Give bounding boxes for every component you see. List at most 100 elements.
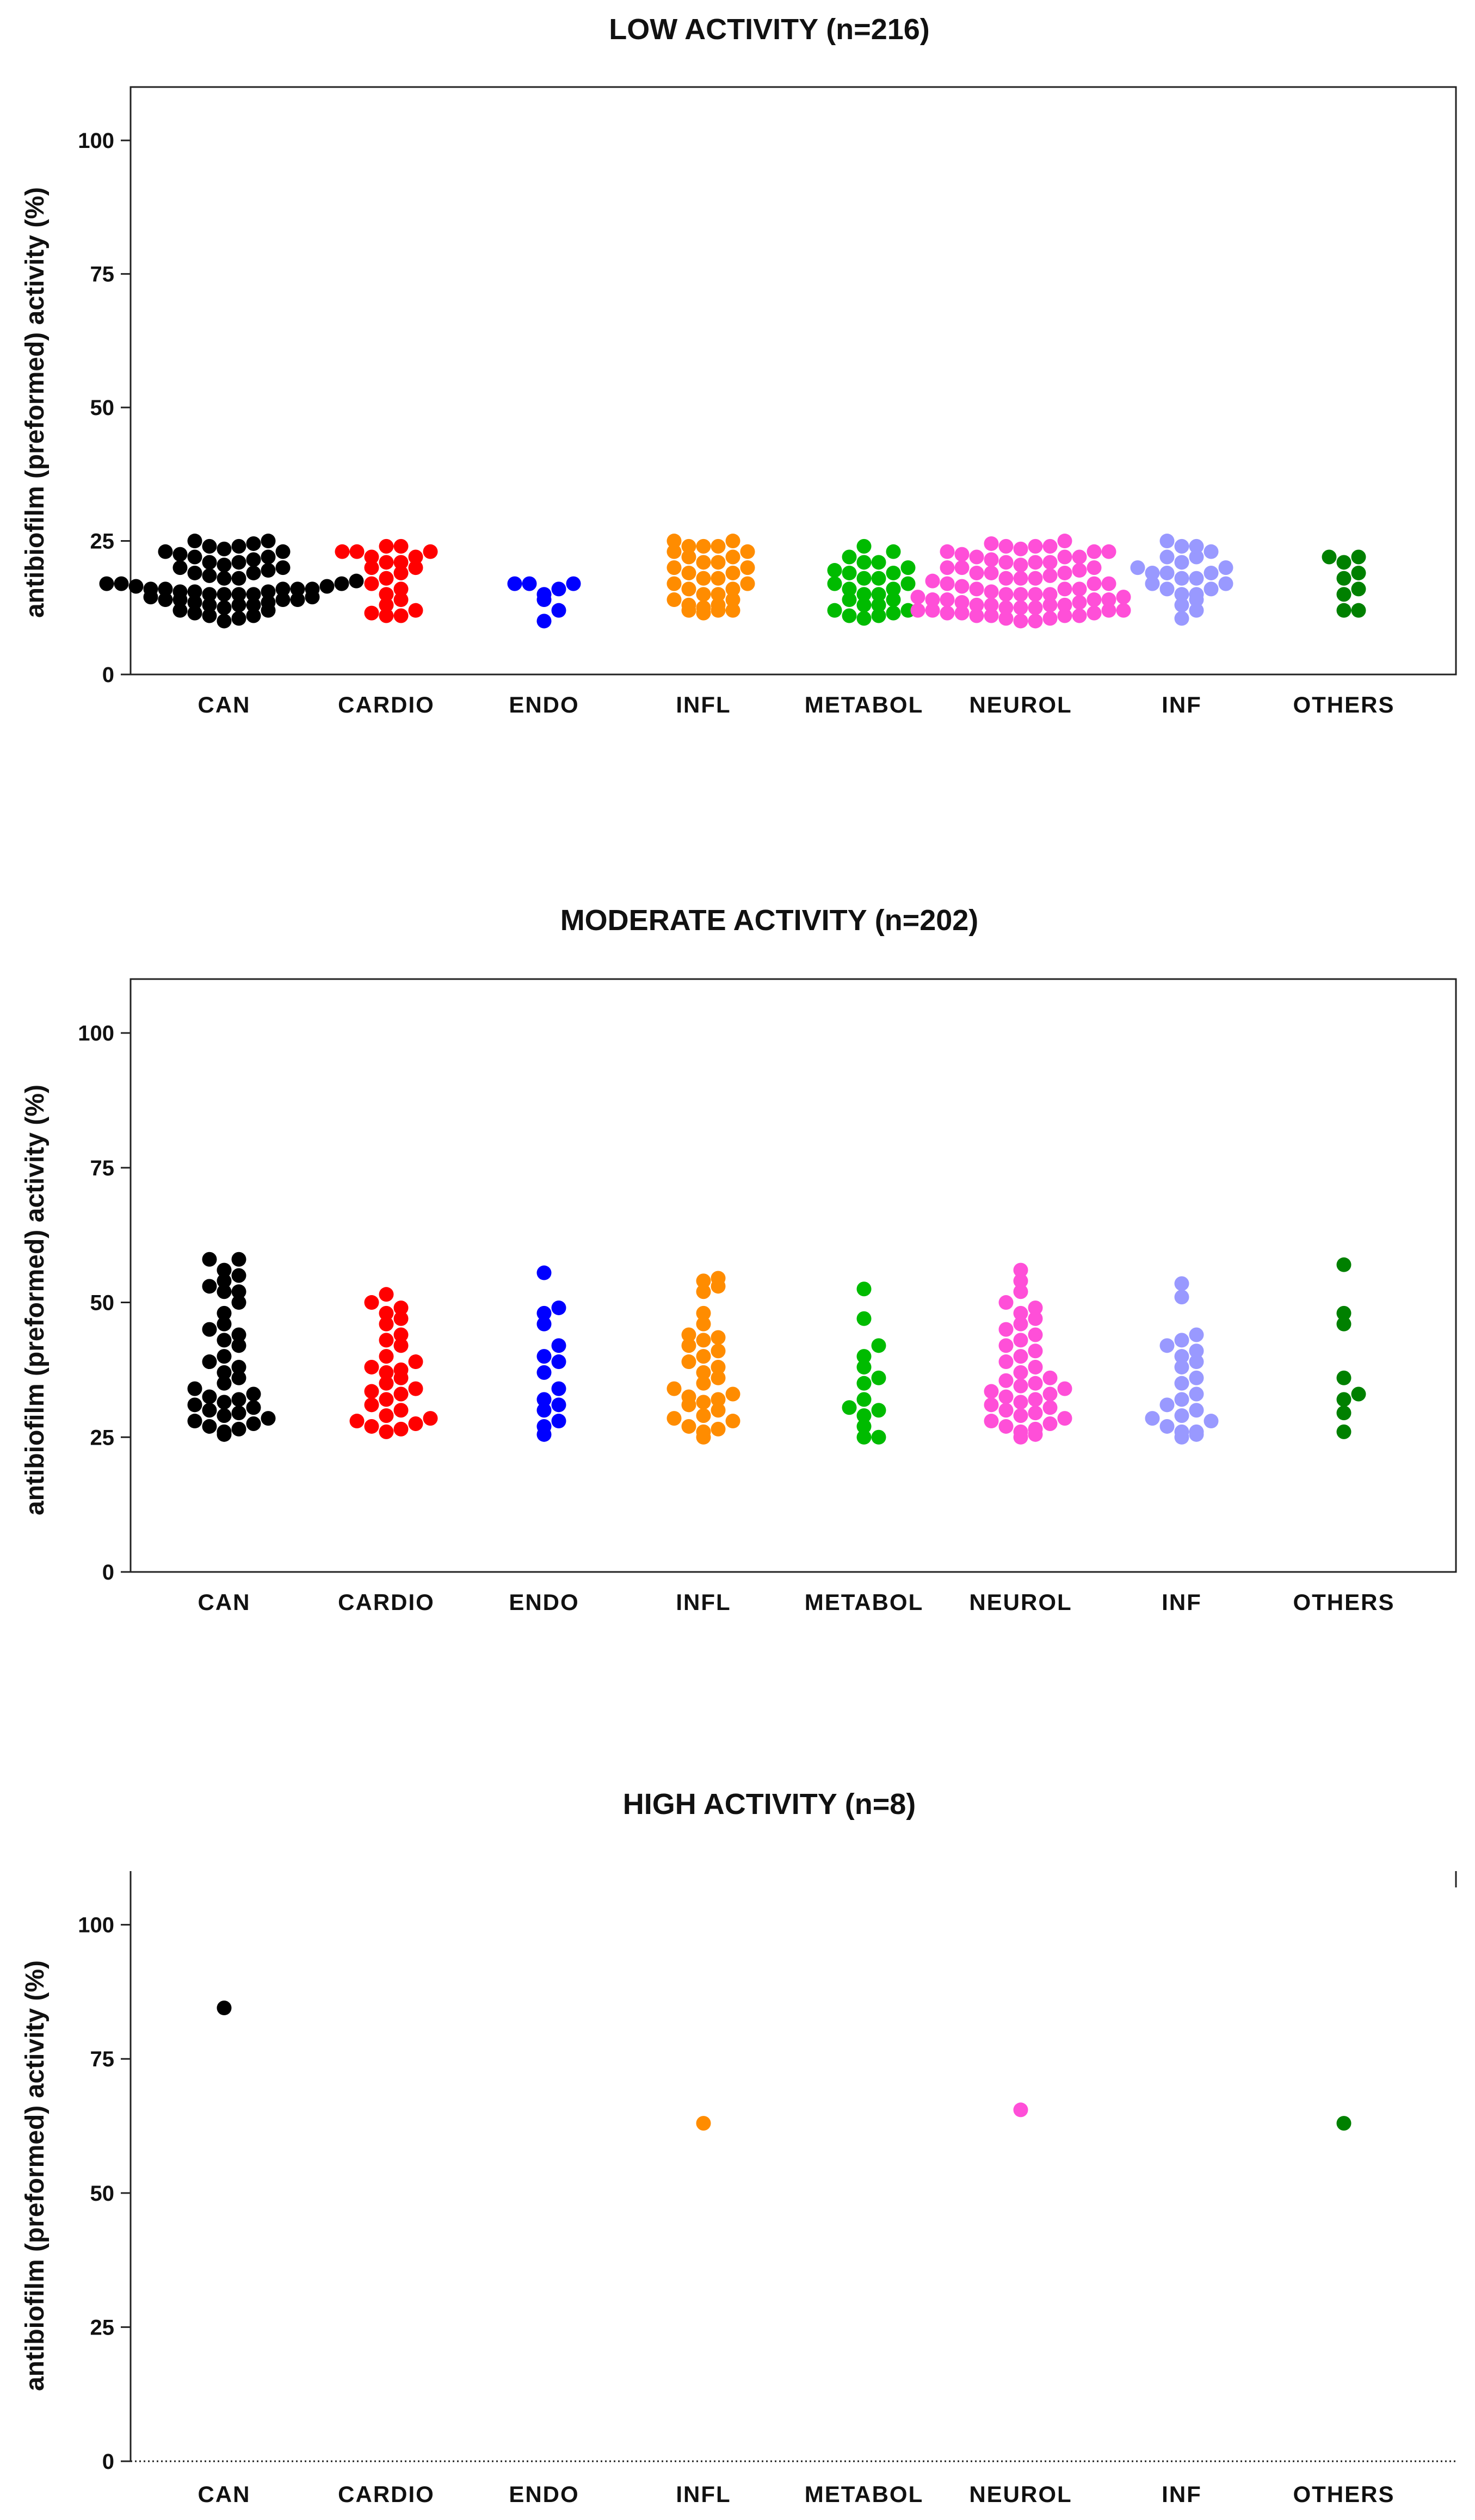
data-point-can	[187, 549, 202, 565]
data-point-cardio	[408, 549, 423, 565]
data-point-endo	[536, 1316, 552, 1332]
data-point-metabol	[856, 1392, 872, 1407]
data-point-cardio	[393, 1362, 409, 1377]
data-point-can	[217, 1273, 232, 1289]
data-point-neurol	[1013, 1262, 1028, 1278]
data-point-infl	[725, 603, 740, 618]
data-point-endo	[551, 1414, 566, 1429]
data-point-cardio	[349, 1414, 365, 1429]
data-point-infl	[666, 592, 682, 608]
data-point-metabol	[842, 1400, 857, 1415]
data-point-neurol	[984, 584, 999, 599]
data-point-metabol	[871, 608, 886, 623]
data-point-infl	[666, 544, 682, 559]
data-point-neurol	[1013, 1395, 1028, 1410]
data-point-neurol	[1101, 544, 1116, 559]
data-point-metabol	[856, 1419, 872, 1434]
data-point-can	[217, 1284, 232, 1299]
data-point-can	[217, 614, 232, 629]
y-tick-label: 50	[90, 1291, 115, 1315]
data-point-neurol	[998, 1338, 1014, 1353]
data-point-neurol	[1101, 576, 1116, 591]
data-point-cardio	[379, 1333, 394, 1348]
data-point-endo	[551, 1338, 566, 1353]
data-point-infl	[711, 597, 726, 612]
data-point-neurol	[925, 592, 940, 608]
data-point-can	[217, 1395, 232, 1410]
data-point-can	[217, 1424, 232, 1439]
data-point-neurol	[1057, 597, 1072, 612]
data-point-can	[172, 560, 188, 575]
data-point-cardio	[364, 549, 379, 565]
data-point-can	[187, 595, 202, 610]
data-point-can	[334, 576, 349, 591]
data-point-infl	[696, 1349, 711, 1364]
data-point-can	[187, 534, 202, 549]
data-point-metabol	[856, 587, 872, 602]
data-point-can	[231, 1405, 246, 1421]
data-point-neurol	[1042, 587, 1058, 602]
data-point-infl	[711, 1370, 726, 1385]
data-point-neurol	[998, 1373, 1014, 1388]
data-point-cardio	[393, 1300, 409, 1315]
data-point-neurol	[1042, 611, 1058, 626]
x-tick-label: ENDO	[509, 692, 579, 717]
data-point-neurol	[1087, 605, 1102, 621]
data-point-others	[1351, 603, 1366, 618]
data-point-can	[261, 563, 276, 578]
data-point-others	[1351, 565, 1366, 580]
y-tick-label: 75	[90, 1156, 115, 1180]
data-point-others	[1322, 549, 1337, 565]
data-point-metabol	[871, 571, 886, 586]
data-point-can	[202, 587, 217, 602]
data-point-can	[246, 1400, 261, 1415]
data-point-infl	[725, 1386, 740, 1402]
data-point-can	[202, 538, 217, 554]
data-point-infl	[696, 1273, 711, 1289]
data-point-infl	[711, 1392, 726, 1407]
data-point-inf	[1159, 1397, 1175, 1413]
data-point-inf	[1218, 560, 1233, 575]
x-tick-label: INF	[1162, 2481, 1202, 2507]
x-tick-label: CARDIO	[338, 2481, 435, 2507]
data-point-infl	[696, 1408, 711, 1423]
data-point-can	[217, 1376, 232, 1391]
data-point-cardio	[393, 608, 409, 623]
data-point-inf	[1174, 1349, 1189, 1364]
data-point-neurol	[1028, 1300, 1043, 1315]
data-point-neurol	[1013, 600, 1028, 615]
data-point-infl	[681, 1327, 696, 1342]
data-point-neurol	[910, 590, 925, 605]
data-point-metabol	[827, 576, 842, 591]
data-point-neurol	[1028, 1421, 1043, 1437]
data-point-metabol	[871, 587, 886, 602]
data-point-metabol	[856, 1311, 872, 1326]
data-point-neurol	[1057, 565, 1072, 580]
data-point-metabol	[856, 571, 872, 586]
data-point-others	[1336, 555, 1351, 570]
data-point-cardio	[393, 1403, 409, 1418]
data-point-can	[187, 1381, 202, 1396]
data-point-inf	[1189, 1370, 1204, 1385]
data-point-neurol	[1013, 2102, 1028, 2117]
y-axis-label: antibiofilm (preformed) activity (%)	[21, 1960, 50, 2391]
data-point-can	[158, 592, 173, 608]
data-point-others	[1336, 1370, 1351, 1385]
data-point-neurol	[1028, 1392, 1043, 1407]
data-point-infl	[681, 538, 696, 554]
data-point-endo	[566, 576, 581, 591]
data-point-neurol	[1013, 1424, 1028, 1439]
plot-frame	[129, 86, 1457, 676]
data-point-neurol	[998, 1419, 1014, 1434]
data-point-can	[246, 587, 261, 602]
data-point-neurol	[1028, 1376, 1043, 1391]
data-point-metabol	[871, 597, 886, 612]
data-point-infl	[681, 597, 696, 612]
data-point-cardio	[408, 1416, 423, 1431]
x-tick-label: CAN	[198, 692, 251, 717]
y-tick-label: 25	[90, 1426, 115, 1450]
data-point-neurol	[1042, 597, 1058, 612]
data-point-endo	[536, 1265, 552, 1280]
data-point-neurol	[969, 565, 984, 580]
data-point-can	[172, 547, 188, 562]
